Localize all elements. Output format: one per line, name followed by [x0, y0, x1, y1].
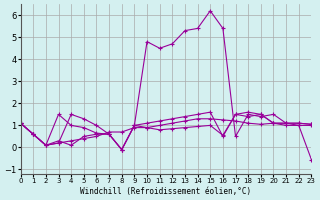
X-axis label: Windchill (Refroidissement éolien,°C): Windchill (Refroidissement éolien,°C): [80, 187, 252, 196]
